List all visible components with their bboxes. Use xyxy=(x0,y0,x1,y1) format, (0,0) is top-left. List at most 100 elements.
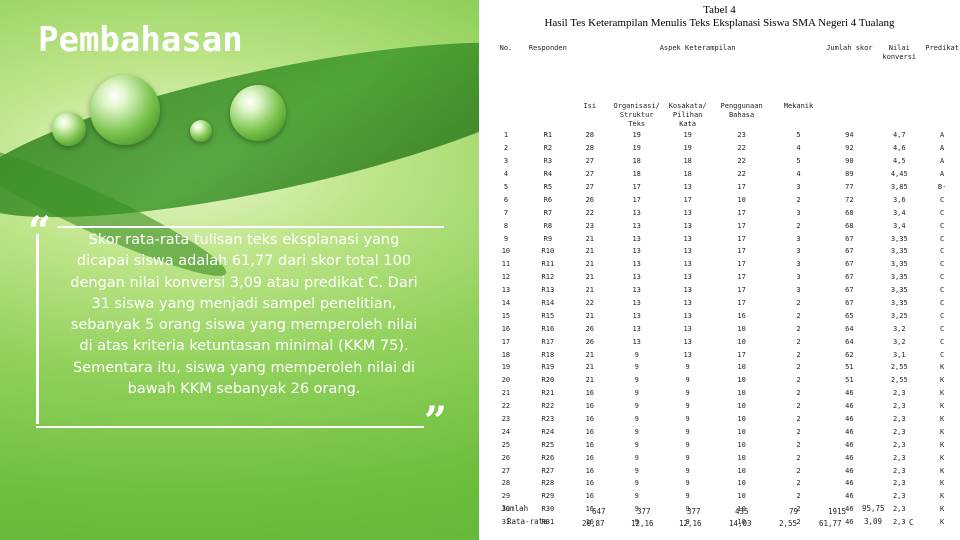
table-cell: 11 xyxy=(501,260,511,269)
table-row: 12 R12 21 13 13 17 3 67 3,35 C xyxy=(487,271,960,284)
table-cell: 9 xyxy=(634,505,639,514)
table-cell: R7 xyxy=(543,208,553,217)
table-row: 2 R2 28 19 19 22 4 92 4,6 A xyxy=(487,142,960,155)
table-cell: 17 xyxy=(737,234,746,243)
table-row: 31 R31 16 9 9 10 2 46 2,3 K xyxy=(487,516,960,529)
table-cell: 13 xyxy=(683,260,692,269)
table-cell: 13 xyxy=(683,286,692,295)
table-cell: 19 xyxy=(632,131,641,140)
table-cell: K xyxy=(940,440,945,449)
table-cell: 68 xyxy=(845,221,854,230)
table-cell: 2,3 xyxy=(892,427,906,436)
table-cell: 9 xyxy=(685,479,690,488)
table-cell: 16 xyxy=(737,311,746,320)
water-drop-large xyxy=(90,75,160,145)
table-cell: 3,85 xyxy=(890,183,908,191)
table-caption: Tabel 4 Hasil Tes Keterampilan Menulis T… xyxy=(479,4,960,30)
table-cell: 2 xyxy=(796,337,801,346)
table-cell: 7 xyxy=(503,208,509,217)
table-cell: 17 xyxy=(737,350,746,359)
header-nilai-konversi: Nilai konversi xyxy=(882,44,917,61)
table-cell: 3,35 xyxy=(890,247,908,256)
table-cell: 13 xyxy=(683,299,692,308)
table-cell: K xyxy=(940,363,945,372)
table-cell: 46 xyxy=(845,453,854,462)
table-cell: 10 xyxy=(737,376,746,385)
table-cell: 9 xyxy=(634,479,639,488)
table-cell: 9 xyxy=(634,518,639,527)
table-cell: 10 xyxy=(737,466,746,475)
table-cell: 22 xyxy=(585,208,594,217)
table-cell: R14 xyxy=(541,299,555,308)
table-cell: K xyxy=(940,427,945,436)
table-cell: 21 xyxy=(585,273,594,282)
table-cell: 67 xyxy=(845,273,854,282)
table-cell: 27 xyxy=(585,170,594,179)
table-cell: 27 xyxy=(585,183,594,191)
table-cell: 2 xyxy=(796,195,801,204)
table-cell: R17 xyxy=(541,337,555,346)
table-cell: 67 xyxy=(845,260,854,269)
table-cell: 3 xyxy=(796,208,801,217)
table-cell: 2 xyxy=(796,389,801,398)
table-cell: 17 xyxy=(737,273,746,282)
table-cell: 9 xyxy=(634,389,639,398)
table-cell: 3,35 xyxy=(890,286,908,295)
table-cell: 3,35 xyxy=(890,273,908,282)
quote-text: Skor rata-rata tulisan teks eksplanasi y… xyxy=(70,232,418,398)
table-cell: 51 xyxy=(845,363,854,372)
footer-jumlah-penggunaan: 435 xyxy=(735,507,749,516)
table-cell: 13 xyxy=(632,247,641,256)
table-cell: 2 xyxy=(796,221,801,230)
table-cell: 2,3 xyxy=(892,466,906,475)
table-cell: R10 xyxy=(541,247,555,256)
table-cell: 10 xyxy=(737,337,746,346)
table-cell: K xyxy=(940,402,945,411)
table-cell: 3,35 xyxy=(890,234,908,243)
table-cell: 16 xyxy=(585,402,594,411)
table-cell: R29 xyxy=(541,492,555,501)
table-cell: 46 xyxy=(845,440,854,449)
table-cell: 10 xyxy=(737,453,746,462)
table-cell: 13 xyxy=(683,350,692,359)
table-cell: 23 xyxy=(585,221,594,230)
table-cell: 2 xyxy=(796,505,801,514)
table-cell: 13 xyxy=(683,208,692,217)
table-cell: 22 xyxy=(737,157,746,166)
table-row: 7 R7 22 13 13 17 3 68 3,4 C xyxy=(487,206,960,219)
table-cell: 9 xyxy=(685,492,690,501)
water-drop-medium xyxy=(230,85,286,141)
table-cell: 22 xyxy=(585,299,594,308)
table-cell: 21 xyxy=(585,363,594,372)
table-cell: 21 xyxy=(501,389,511,398)
table-cell: R4 xyxy=(543,170,553,179)
table-row: 30 R30 16 9 9 10 2 46 2,3 K xyxy=(487,503,960,516)
table-cell: 77 xyxy=(845,183,854,191)
table-row: 11 R11 21 13 13 17 3 67 3,35 C xyxy=(487,258,960,271)
table-cell: 13 xyxy=(501,286,511,295)
table-cell: R8 xyxy=(543,221,553,230)
table-cell: 16 xyxy=(585,415,594,424)
table-cell: 2 xyxy=(796,311,801,320)
table-cell: R30 xyxy=(541,505,555,514)
table-cell: R20 xyxy=(541,376,555,385)
table-cell: 16 xyxy=(585,479,594,488)
table-cell: 9 xyxy=(685,505,690,514)
table-row: 25 R25 16 9 9 10 2 46 2,3 K xyxy=(487,438,960,451)
table-cell: 92 xyxy=(845,144,854,153)
table-cell: 2,55 xyxy=(890,376,908,385)
table-cell: R9 xyxy=(543,234,553,243)
table-cell: 2 xyxy=(796,350,801,359)
table-cell: 25 xyxy=(501,440,511,449)
table-cell: C xyxy=(940,337,945,346)
table-cell: 17 xyxy=(632,183,641,191)
table-cell: 18 xyxy=(632,157,641,166)
table-row: 10 R10 21 13 13 17 3 67 3,35 C xyxy=(487,245,960,258)
table-cell: 2 xyxy=(796,518,801,527)
table-cell: 2 xyxy=(503,144,509,153)
table-cell: R2 xyxy=(543,144,553,153)
table-cell: 21 xyxy=(585,376,594,385)
quote-box: “ ” Skor rata-rata tulisan teks eksplana… xyxy=(28,208,447,445)
table-cell: 4,45 xyxy=(890,170,908,179)
table-cell: 2,3 xyxy=(892,453,906,462)
